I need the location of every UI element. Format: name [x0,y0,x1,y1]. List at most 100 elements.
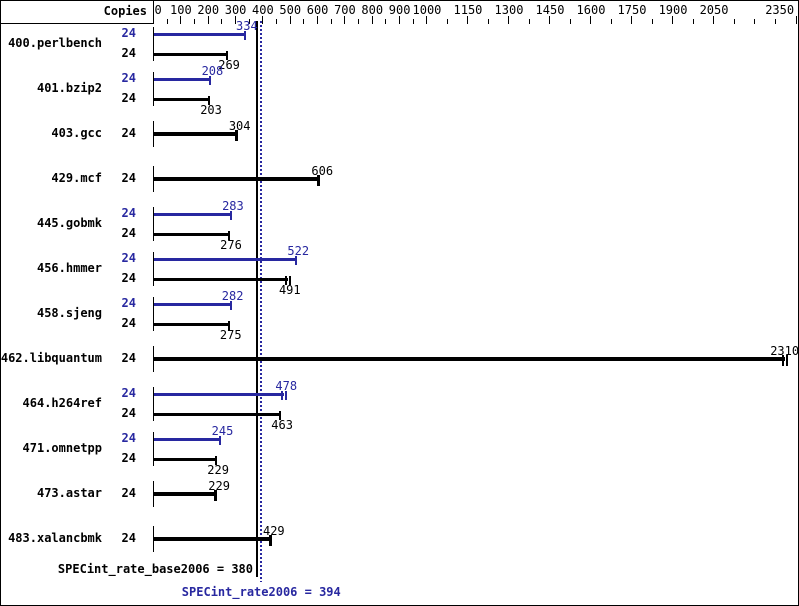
row-axis-line [153,297,154,331]
benchmark-name: 458.sjeng [36,306,102,320]
axis-tick-label: 2350 [765,3,795,17]
benchmark-name: 429.mcf [51,171,102,185]
bar-end-tick [317,175,321,186]
base-score-summary: SPECint_rate_base2006 = 380 [57,562,253,576]
bar-end-tick [268,535,272,546]
axis-major-tick [207,16,209,24]
peak-bar [154,213,231,216]
axis-tick-label: 1600 [576,3,606,17]
axis-major-tick [672,16,674,24]
peak-bar [154,438,221,441]
axis-tick-label: 1450 [535,3,565,17]
axis-tick-label: 2050 [699,3,729,17]
axis-origin-line [153,1,154,24]
base-copies-value: 24 [121,531,136,545]
axis-tick-label: 1300 [494,3,524,17]
base-copies-value: 24 [121,351,136,365]
base-bar [154,492,217,496]
base-copies-value: 24 [121,91,136,105]
peak-copies-value: 24 [121,431,136,445]
axis-major-tick [317,16,319,24]
axis-tick-label: 300 [224,3,247,17]
benchmark-name: 483.xalancbmk [8,531,102,545]
axis-major-tick [426,16,428,24]
axis-major-tick [289,16,291,24]
base-value-label: 275 [219,328,242,342]
axis-tick-label: 0 [154,3,162,17]
base-copies-value: 24 [121,271,136,285]
axis-major-tick [590,16,592,24]
base-bar [154,278,288,281]
base-copies-value: 24 [121,316,136,330]
axis-major-tick [235,16,237,24]
base-value-label: 491 [278,283,301,297]
peak-bar [154,393,285,396]
peak-value-label: 522 [287,244,310,258]
axis-major-tick [549,16,551,24]
base-value-label: 606 [311,164,334,178]
bar-end-tick [215,456,218,465]
row-axis-line [153,481,154,507]
benchmark-name: 462.libquantum [0,351,102,365]
base-bar [154,357,786,361]
row-axis-line [153,27,154,61]
axis-minor-tick [330,19,332,24]
bar-end-tick [214,490,218,501]
bar-end-tick [243,31,246,40]
peak-value-label: 478 [275,379,298,393]
axis-minor-tick [754,19,756,24]
base-copies-value: 24 [121,46,136,60]
axis-minor-tick [651,19,653,24]
row-axis-line [153,207,154,241]
bar-end-tick [229,301,232,310]
axis-minor-tick [166,19,168,24]
benchmark-name: 473.astar [36,486,102,500]
peak-value-label: 334 [236,19,258,33]
bar-end-tick [219,436,222,445]
axis-minor-tick [610,19,612,24]
base-copies-value: 24 [121,171,136,185]
peak-copies-value: 24 [121,296,136,310]
row-axis-line [153,252,154,286]
benchmark-name: 400.perlbench [8,36,102,50]
axis-minor-tick [412,19,414,24]
axis-major-tick [795,16,797,24]
bar-end-tick [227,231,230,240]
base-bar [154,132,237,136]
bar-end-range-marker [284,276,287,285]
axis-minor-tick [194,19,195,24]
benchmark-name: 445.gobmk [36,216,102,230]
bar-end-range-marker [281,391,284,400]
peak-score-reference-line [260,21,262,582]
base-bar [154,323,229,326]
axis-minor-tick [692,19,694,24]
base-copies-value: 24 [121,451,136,465]
peak-copies-value: 24 [121,71,136,85]
bar-end-tick [227,321,230,330]
bar-end-range-marker [786,355,789,366]
base-bar [154,233,229,236]
axis-tick-label: 600 [306,3,329,17]
axis-minor-tick [276,19,278,24]
bar-end-tick [229,211,232,220]
benchmark-name: 403.gcc [51,126,102,140]
axis-minor-tick [528,19,530,24]
row-axis-line [153,121,154,147]
axis-minor-tick [569,19,571,24]
axis-minor-tick [248,19,250,24]
peak-value-label: 283 [222,199,244,213]
axis-minor-tick [358,19,360,24]
peak-score-summary: SPECint_rate2006 = 394 [181,585,341,599]
axis-tick-label: 500 [279,3,302,17]
base-bar [154,98,209,101]
peak-value-label: 282 [221,289,244,303]
base-value-label: 304 [228,119,251,133]
peak-copies-value: 24 [121,206,136,220]
axis-tick-label: 100 [170,3,192,17]
axis-minor-tick [303,19,305,24]
peak-value-label: 245 [211,424,234,438]
base-value-label: 463 [271,418,293,432]
row-axis-line [153,72,154,106]
base-bar [154,537,271,541]
